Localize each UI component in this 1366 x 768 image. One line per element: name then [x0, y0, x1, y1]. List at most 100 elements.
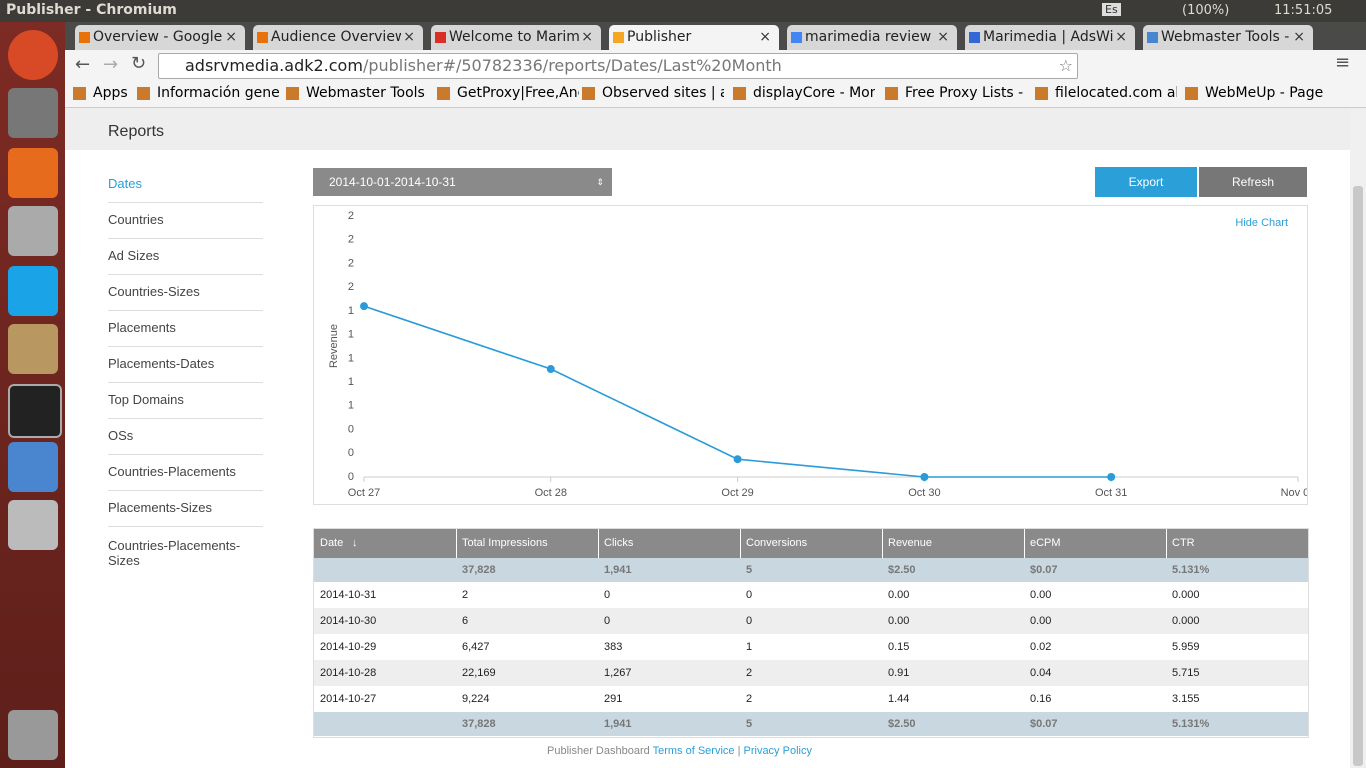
keyboard-indicator[interactable]: Es	[1102, 3, 1121, 16]
sidebar-link[interactable]: Top Domains	[108, 382, 263, 419]
trash-icon[interactable]	[8, 710, 58, 760]
table-cell: Date	[320, 537, 344, 549]
bookmark[interactable]: Observed sites | al	[602, 85, 724, 101]
tab[interactable]: marimedia review 2 ×	[787, 25, 957, 50]
bookmark-star[interactable]: ☆	[1058, 56, 1073, 75]
scrollbar[interactable]	[1350, 108, 1366, 768]
table-cell: 0.04	[1030, 667, 1052, 679]
tab-close[interactable]: ×	[937, 29, 949, 45]
archive-icon[interactable]	[8, 324, 58, 374]
files-icon[interactable]	[8, 206, 58, 256]
sidebar-link[interactable]: Ad Sizes	[108, 238, 263, 275]
column-divider	[1166, 529, 1167, 558]
bookmark[interactable]: filelocated.com al	[1055, 85, 1177, 101]
terms-link[interactable]: Terms of Service	[652, 745, 735, 757]
bookmark-icon	[1185, 87, 1198, 100]
firefox-icon[interactable]	[8, 148, 58, 198]
footer-separator: |	[737, 745, 741, 757]
revenue-line	[363, 305, 1112, 478]
tab[interactable]: Welcome to Marime ×	[431, 25, 601, 50]
table-cell: 1.44	[888, 693, 910, 705]
table-cell: 1,941	[604, 564, 632, 576]
settings-icon[interactable]	[8, 88, 58, 138]
bookmark[interactable]: Información gener	[157, 85, 279, 101]
y-tick-label: 2	[348, 281, 354, 293]
table-cell: $2.50	[888, 564, 916, 576]
y-tick-label: 1	[348, 400, 354, 412]
privacy-link[interactable]: Privacy Policy	[743, 745, 812, 757]
select-arrows: ⇕	[596, 177, 604, 187]
hide-chart-link[interactable]: Hide Chart	[1235, 217, 1288, 229]
bookmark-icon	[437, 87, 450, 100]
sort-arrow[interactable]: ↓	[352, 537, 358, 549]
tab-close[interactable]: ×	[581, 29, 593, 45]
data-point	[360, 302, 368, 311]
table-cell: Clicks	[604, 537, 634, 549]
menu-button[interactable]: ≡	[1335, 52, 1351, 73]
tab-close[interactable]: ×	[1293, 29, 1305, 45]
tab-close[interactable]: ×	[225, 29, 237, 45]
sidebar-link[interactable]: OSs	[108, 418, 263, 455]
sidebar-link[interactable]: Countries-Placements-Sizes	[108, 538, 241, 568]
sidebar-link[interactable]: Countries	[108, 202, 263, 239]
sidebar-link[interactable]: Placements	[108, 310, 263, 347]
y-tick-label: 2	[348, 257, 354, 269]
column-divider	[882, 529, 883, 558]
summary-row: 37,828 1,941 5 $2.50 $0.07 5.131%	[314, 558, 1308, 582]
reload-button[interactable]: ↻	[131, 53, 147, 74]
sidebar-link[interactable]: Dates	[108, 166, 263, 203]
date-select[interactable]: 2014-10-01-2014-10-31 ⇕	[313, 168, 612, 196]
bookmark[interactable]: Webmaster Tools -	[306, 85, 428, 101]
tab[interactable]: Publisher ×	[609, 25, 779, 50]
tab-favicon	[435, 32, 446, 43]
sidebar-link[interactable]: Countries-Placements	[108, 454, 263, 491]
column-divider	[598, 529, 599, 558]
tab-favicon	[969, 32, 980, 43]
table-cell: 0.16	[1030, 693, 1052, 705]
chart: Hide Chart Revenue 0 0 0 1 1 1 1 1 2 2 2 2 Oct 27 Oct…	[328, 210, 1307, 499]
tab-close[interactable]: ×	[1115, 29, 1127, 45]
scroll-thumb[interactable]	[1353, 186, 1363, 766]
bookmark-icon	[73, 87, 86, 100]
table-row: 2014-10-31 2 0 0 0.00 0.00 0.000	[314, 582, 1308, 608]
battery[interactable]: (100%)	[1182, 3, 1230, 18]
refresh-button[interactable]: Refresh	[1199, 167, 1307, 197]
table-cell: 37,828	[462, 564, 496, 576]
bookmark[interactable]: Apps	[93, 85, 128, 101]
terminal-icon[interactable]	[8, 384, 62, 438]
data-point	[920, 473, 929, 481]
table-cell: 3.155	[1172, 693, 1200, 705]
table-cell: 5.715	[1172, 667, 1200, 679]
bookmark[interactable]: GetProxy|Free,Anc	[457, 85, 579, 101]
export-button[interactable]: Export	[1095, 167, 1197, 197]
drive-icon[interactable]	[8, 500, 58, 550]
bookmark[interactable]: displayCore - Mone	[753, 85, 875, 101]
back-button[interactable]: ←	[75, 54, 91, 75]
table-cell: 1,941	[604, 718, 632, 730]
bookmark[interactable]: Free Proxy Lists - H	[905, 85, 1027, 101]
ubuntu-icon[interactable]	[8, 30, 58, 80]
tab-close[interactable]: ×	[403, 29, 415, 45]
tab[interactable]: Audience Overview ×	[253, 25, 423, 50]
table-cell: 2014-10-29	[320, 641, 377, 653]
address-bar[interactable]: adsrvmedia.adk2.com/publisher#/50782336/…	[158, 53, 1078, 79]
forward-button[interactable]: →	[103, 54, 119, 75]
sidebar-link[interactable]: Placements-Dates	[108, 346, 263, 383]
tab-title: Publisher	[627, 29, 692, 45]
sidebar-link[interactable]: Placements-Sizes	[108, 490, 263, 527]
chart-box: Hide Chart Revenue 0 0 0 1 1 1 1 1 2 2 2 2 Oct 27 Oct…	[313, 205, 1308, 505]
sidebar-link[interactable]: Countries-Sizes	[108, 274, 263, 311]
bookmark-icon	[137, 87, 150, 100]
url-path: /publisher#/50782336/reports/Dates/Last%…	[362, 56, 782, 75]
table-cell: 383	[604, 641, 623, 653]
clock[interactable]: 11:51:05	[1274, 3, 1333, 18]
tab-close[interactable]: ×	[759, 29, 771, 45]
chromium-icon[interactable]	[8, 442, 58, 492]
bookmark[interactable]: WebMeUp - Page S	[1205, 85, 1327, 101]
tab[interactable]: Webmaster Tools - H ×	[1143, 25, 1313, 50]
window-title: Publisher - Chromium	[6, 2, 177, 18]
page: Reports Dates Countries Ad Sizes Countries-…	[65, 108, 1350, 768]
skype-icon[interactable]	[8, 266, 58, 316]
tab[interactable]: Marimedia | AdsWik ×	[965, 25, 1135, 50]
tab[interactable]: Overview - Google A ×	[75, 25, 245, 50]
